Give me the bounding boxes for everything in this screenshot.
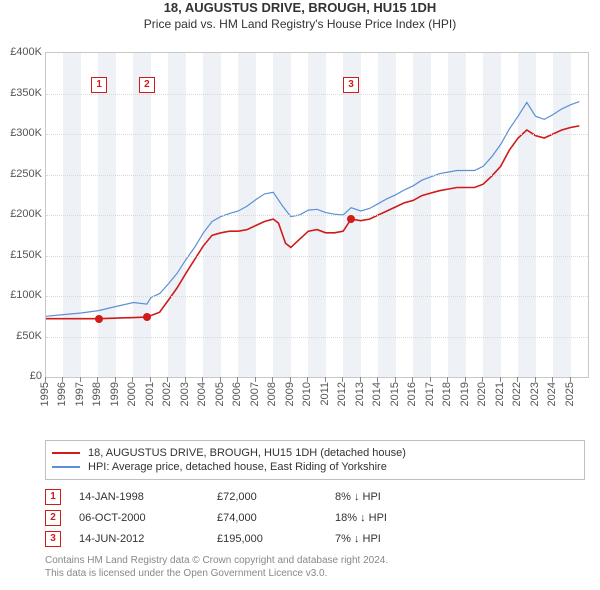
x-tick-label: 2000 <box>126 382 138 406</box>
sale-date: 14-JUN-2012 <box>79 533 199 545</box>
x-tick-label: 1997 <box>74 382 86 406</box>
x-tick-label: 2009 <box>284 382 296 406</box>
chart-subtitle: Price paid vs. HM Land Registry's House … <box>0 17 600 31</box>
y-tick-label: £250K <box>10 168 42 180</box>
sale-marker: 2 <box>45 510 61 526</box>
chart-title: 18, AUGUSTUS DRIVE, BROUGH, HU15 1DH <box>0 0 600 15</box>
x-tick-label: 2014 <box>371 382 383 406</box>
chart-plot-area: 1 2 3 <box>45 52 589 378</box>
chart-marker-dot <box>143 313 151 321</box>
y-tick-label: £200K <box>10 208 42 220</box>
x-tick-label: 1996 <box>56 382 68 406</box>
chart-marker-box: 3 <box>343 77 359 93</box>
chart-marker-box: 2 <box>139 77 155 93</box>
x-tick-label: 2019 <box>459 382 471 406</box>
x-tick-label: 2006 <box>231 382 243 406</box>
x-tick-label: 2018 <box>441 382 453 406</box>
x-tick-label: 2015 <box>389 382 401 406</box>
x-tick-label: 2004 <box>196 382 208 406</box>
legend-swatch <box>52 452 80 454</box>
x-tick-label: 2020 <box>476 382 488 406</box>
x-tick-label: 2001 <box>144 382 156 406</box>
attribution-line: Contains HM Land Registry data © Crown c… <box>45 554 585 567</box>
sale-price: £72,000 <box>217 491 317 503</box>
sale-row: 2 06-OCT-2000 £74,000 18% ↓ HPI <box>45 510 585 526</box>
x-tick-label: 1995 <box>39 382 51 406</box>
y-tick-label: £100K <box>10 289 42 301</box>
legend-swatch <box>52 466 80 468</box>
sale-date: 14-JAN-1998 <box>79 491 199 503</box>
legend-item: HPI: Average price, detached house, East… <box>52 461 578 473</box>
attribution: Contains HM Land Registry data © Crown c… <box>45 554 585 580</box>
x-tick-label: 2005 <box>214 382 226 406</box>
sale-marker: 1 <box>45 489 61 505</box>
chart-marker-dot <box>95 315 103 323</box>
legend-label: HPI: Average price, detached house, East… <box>88 461 387 473</box>
y-axis: £0£50K£100K£150K£200K£250K£300K£350K£400… <box>0 52 44 376</box>
sale-note: 8% ↓ HPI <box>335 491 455 503</box>
y-tick-label: £300K <box>10 127 42 139</box>
x-tick-label: 2023 <box>529 382 541 406</box>
chart-marker-dot <box>347 215 355 223</box>
y-tick-label: £50K <box>16 330 42 342</box>
sale-marker: 3 <box>45 531 61 547</box>
x-tick-label: 2012 <box>336 382 348 406</box>
x-tick-label: 2002 <box>161 382 173 406</box>
legend-item: 18, AUGUSTUS DRIVE, BROUGH, HU15 1DH (de… <box>52 447 578 459</box>
series-price_paid <box>46 126 579 319</box>
x-tick-label: 2017 <box>424 382 436 406</box>
x-axis: 1995199619971998199920002001200220032004… <box>45 378 587 438</box>
sale-note: 18% ↓ HPI <box>335 512 455 524</box>
chart-marker-box: 1 <box>91 77 107 93</box>
attribution-line: This data is licensed under the Open Gov… <box>45 567 585 580</box>
y-tick-label: £350K <box>10 87 42 99</box>
sale-price: £195,000 <box>217 533 317 545</box>
x-tick-label: 2016 <box>406 382 418 406</box>
x-tick-label: 2010 <box>301 382 313 406</box>
x-tick-label: 2013 <box>354 382 366 406</box>
x-tick-label: 2007 <box>249 382 261 406</box>
sale-price: £74,000 <box>217 512 317 524</box>
legend-box: 18, AUGUSTUS DRIVE, BROUGH, HU15 1DH (de… <box>45 440 585 480</box>
x-tick-label: 2022 <box>511 382 523 406</box>
y-tick-label: £150K <box>10 249 42 261</box>
y-tick-label: £400K <box>10 46 42 58</box>
x-tick-label: 2021 <box>494 382 506 406</box>
x-tick-label: 1999 <box>109 382 121 406</box>
legend-label: 18, AUGUSTUS DRIVE, BROUGH, HU15 1DH (de… <box>88 447 406 459</box>
y-tick-label: £0 <box>30 370 42 382</box>
sale-date: 06-OCT-2000 <box>79 512 199 524</box>
sale-row: 1 14-JAN-1998 £72,000 8% ↓ HPI <box>45 489 585 505</box>
x-tick-label: 2024 <box>546 382 558 406</box>
x-tick-label: 2011 <box>319 382 331 406</box>
sale-note: 7% ↓ HPI <box>335 533 455 545</box>
sale-row: 3 14-JUN-2012 £195,000 7% ↓ HPI <box>45 531 585 547</box>
x-tick-label: 2025 <box>564 382 576 406</box>
x-tick-label: 2008 <box>266 382 278 406</box>
x-tick-label: 2003 <box>179 382 191 406</box>
sales-table: 1 14-JAN-1998 £72,000 8% ↓ HPI 2 06-OCT-… <box>45 484 585 552</box>
x-tick-label: 1998 <box>91 382 103 406</box>
